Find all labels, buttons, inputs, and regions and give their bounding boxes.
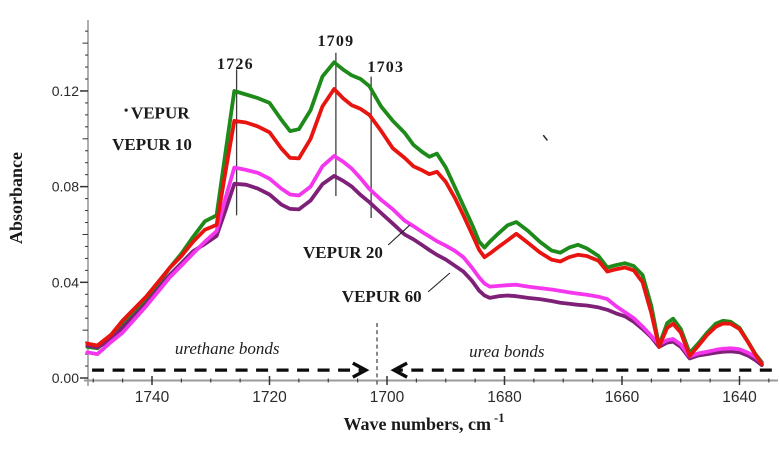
x-tick-label: 1680	[487, 389, 522, 406]
y-ticks: 0.00 0.04 0.08 0.12	[52, 30, 88, 386]
stray-tick-mark	[542, 134, 548, 141]
stray-marks	[124, 108, 548, 141]
spectrum-curve-vepur-20	[85, 154, 764, 366]
x-tick-label: 1700	[370, 389, 405, 406]
peak-label: 1709	[317, 33, 354, 50]
curve-label-vepur: VEPUR	[131, 103, 190, 122]
peak-label: 1703	[367, 59, 404, 76]
y-tick-label: 0.12	[52, 83, 79, 99]
arrowhead-left-icon	[390, 361, 408, 379]
bond-region-label: urethane bonds	[175, 339, 280, 358]
y-tick-label: 0.04	[52, 274, 79, 290]
x-tick-label: 1660	[605, 389, 640, 406]
region-annotation: urethane bonds	[92, 339, 370, 379]
axes	[84, 20, 778, 386]
peak-label: 1726	[217, 56, 254, 73]
label-leader-line	[387, 224, 411, 246]
series-lines	[85, 60, 764, 368]
x-tick-label: 1720	[252, 389, 287, 406]
x-tick-label: 1640	[722, 389, 757, 406]
stray-dot-mark	[124, 108, 128, 112]
curve-label-vepur-60: VEPUR 60	[342, 287, 422, 306]
peak-annotations: 1726 1709 1703	[217, 33, 404, 218]
x-ticks: 1740 1720 1700 1680 1660 1640	[92, 376, 770, 406]
y-axis-title: Absorbance	[6, 152, 26, 244]
curve-label-vepur-10: VEPUR 10	[112, 135, 192, 154]
y-tick-label: 0.00	[52, 370, 79, 386]
spectrum-curve-vepur-10	[85, 87, 764, 367]
x-axis-title: Wave numbers, cm -1	[344, 411, 505, 434]
bond-region-label: urea bonds	[469, 342, 545, 361]
series-labels: VEPUR VEPUR 10 VEPUR 20 VEPUR 60	[112, 103, 451, 306]
arrowhead-right-icon	[352, 361, 370, 379]
label-leader-line	[427, 272, 451, 293]
curve-label-vepur-20: VEPUR 20	[303, 243, 383, 262]
y-tick-label: 0.08	[52, 179, 79, 195]
x-tick-label: 1740	[135, 389, 170, 406]
spectrum-curve-vepur-60	[85, 173, 764, 368]
spectrum-curve-vepur	[85, 60, 764, 365]
region-annotation: urea bonds	[390, 342, 772, 379]
